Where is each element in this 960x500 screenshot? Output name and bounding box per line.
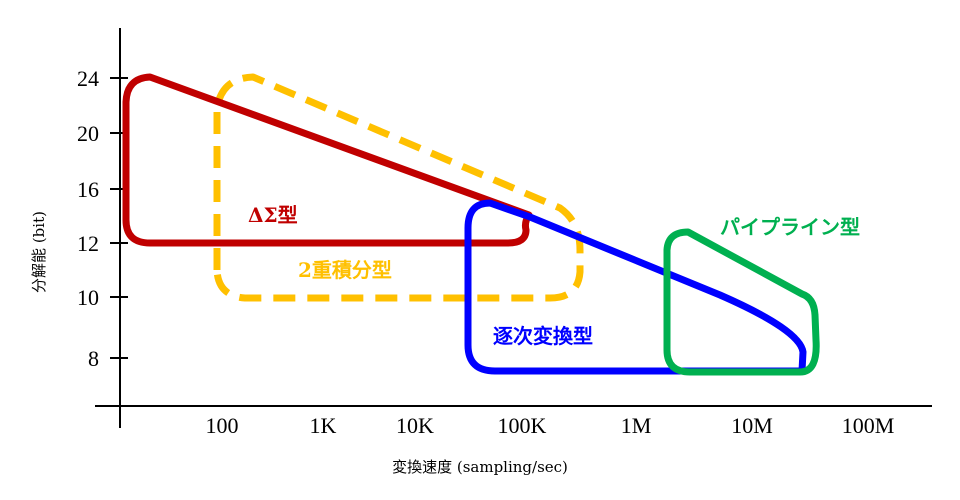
x-tick-label: 100K bbox=[498, 413, 547, 438]
delta-sigma-label: ΔΣ型 bbox=[248, 203, 298, 227]
dual-slope-region bbox=[213, 73, 584, 302]
y-tick-label: 20 bbox=[77, 121, 99, 146]
pipeline-label: パイプライン型 bbox=[720, 215, 860, 239]
x-tick-label: 100M bbox=[842, 413, 895, 438]
delta-sigma-region bbox=[122, 73, 533, 247]
y-axis-title: 分解能 (bit) bbox=[30, 211, 48, 293]
x-axis-title: 変換速度 (sampling/sec) bbox=[392, 458, 568, 476]
x-tick-labels: 100 1K 10K 100K 1M 10M 100M bbox=[206, 413, 895, 438]
axes bbox=[95, 28, 932, 428]
y-tick-label: 8 bbox=[88, 346, 99, 371]
x-tick-label: 10M bbox=[731, 413, 773, 438]
x-tick-label: 100 bbox=[206, 413, 239, 438]
y-tick-labels: 24 20 16 12 10 8 bbox=[77, 66, 99, 371]
x-tick-label: 10K bbox=[396, 413, 434, 438]
y-tick-label: 16 bbox=[77, 177, 99, 202]
sar-label: 逐次変換型 bbox=[493, 324, 593, 348]
pipeline-region bbox=[663, 228, 820, 376]
y-tick-label: 10 bbox=[77, 285, 99, 310]
x-tick-label: 1M bbox=[621, 413, 652, 438]
dual-slope-label: 2重積分型 bbox=[298, 258, 392, 282]
y-tick-label: 24 bbox=[77, 66, 99, 91]
x-tick-label: 1K bbox=[310, 413, 337, 438]
y-tick-label: 12 bbox=[77, 231, 99, 256]
sar-region bbox=[464, 199, 807, 375]
